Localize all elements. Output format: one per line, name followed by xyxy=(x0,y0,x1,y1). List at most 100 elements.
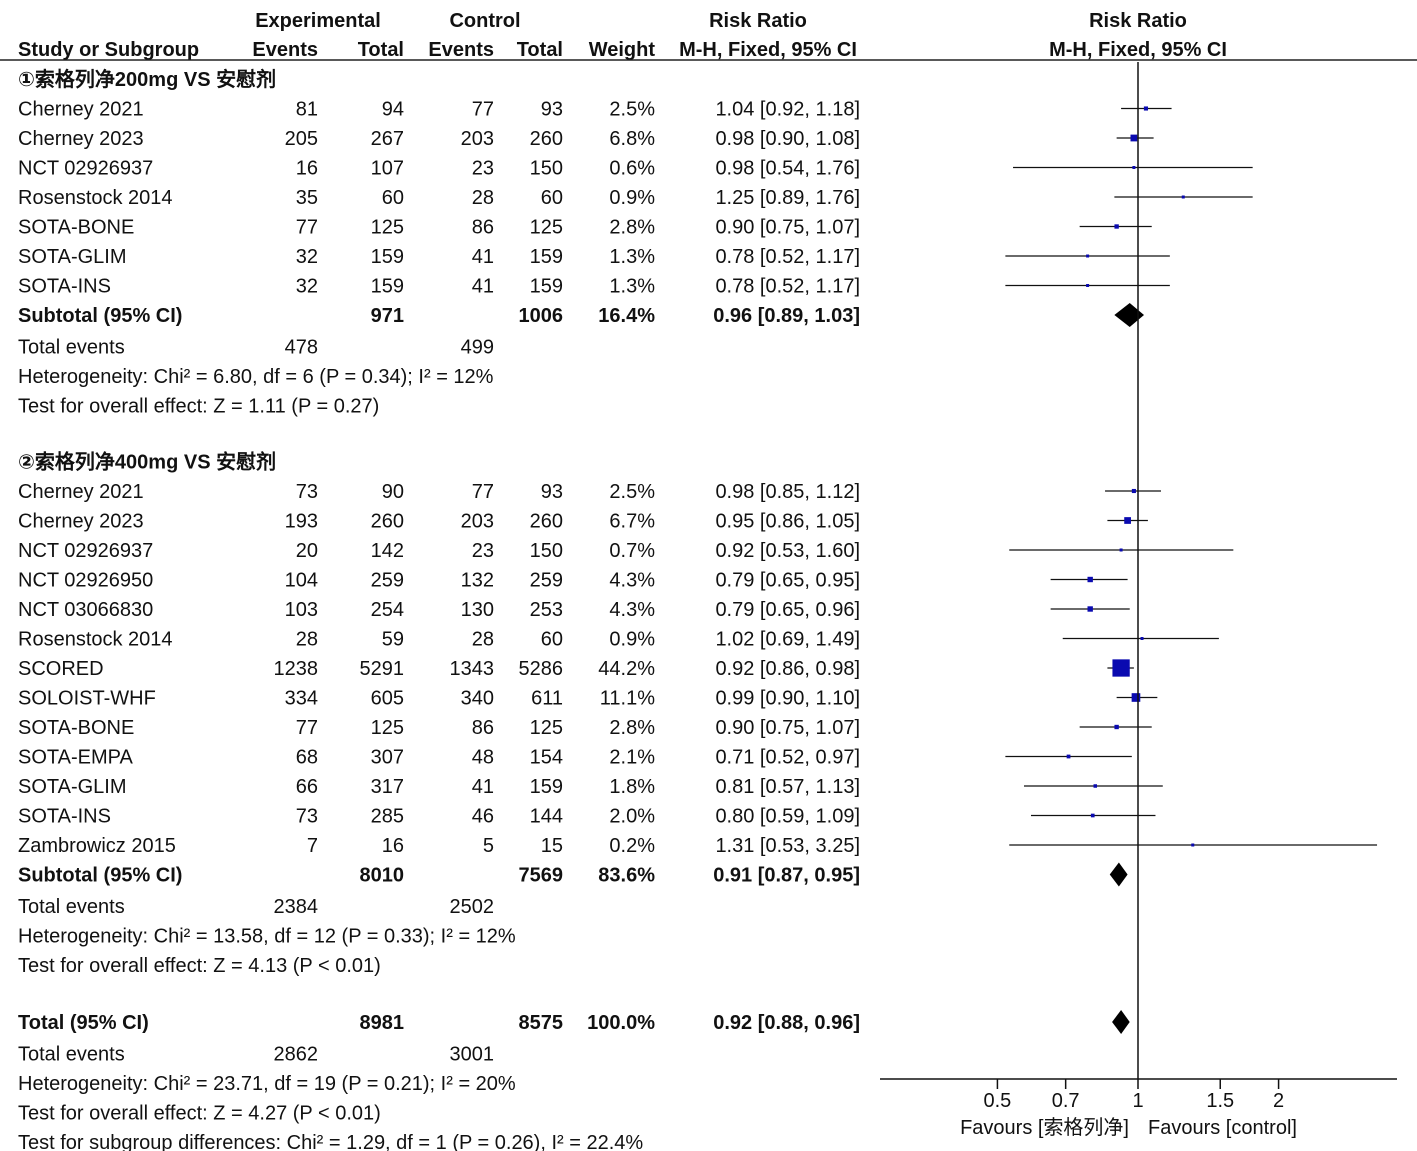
study-name: NCT 02926950 xyxy=(18,570,153,592)
table-row: SOTA-GLIM 66 317 41 159 1.8% 0.81 [0.57, 1.13] xyxy=(18,776,860,798)
risk-ratio-ci: 0.98 [0.85, 1.12] xyxy=(715,481,860,503)
ctl-events: 28 xyxy=(472,187,494,209)
total-events-ctl: 499 xyxy=(461,337,494,359)
effect-square xyxy=(1090,813,1095,818)
total-events-row: Total events 478 499 xyxy=(18,337,494,359)
exp-total: 259 xyxy=(371,570,404,592)
exp-total: 125 xyxy=(371,717,404,739)
ctl-total: 60 xyxy=(541,187,563,209)
exp-total: 260 xyxy=(371,511,404,533)
exp-events: 35 xyxy=(296,187,318,209)
effect-square xyxy=(1143,106,1149,111)
exp-events: 20 xyxy=(296,540,318,562)
subtotal-diamond xyxy=(1109,862,1128,887)
header-control: Control xyxy=(449,10,520,32)
subtotal-weight: 83.6% xyxy=(598,865,655,887)
table-row: SOTA-INS 73 285 46 144 2.0% 0.80 [0.59, 1.09] xyxy=(18,806,860,828)
study-name: Cherney 2023 xyxy=(18,128,144,150)
subtotal-row: Subtotal (95% CI) 8010 7569 83.6% 0.91 [0.87… xyxy=(18,865,860,887)
weight: 44.2% xyxy=(598,658,655,680)
x-tick-label: 0.7 xyxy=(1052,1090,1080,1112)
ctl-total: 15 xyxy=(541,835,563,857)
study-name: SOTA-EMPA xyxy=(18,747,133,769)
exp-total: 605 xyxy=(371,688,404,710)
x-tick-label: 2 xyxy=(1273,1090,1284,1112)
x-tick-label: 1.5 xyxy=(1206,1090,1234,1112)
effect-square xyxy=(1124,517,1131,524)
subtotal-ci: 0.91 [0.87, 0.95] xyxy=(713,865,860,887)
header-experimental: Experimental xyxy=(255,10,381,32)
study-name: NCT 02926937 xyxy=(18,540,153,562)
subtotal-exp-total: 971 xyxy=(371,305,404,327)
effect-square xyxy=(1087,576,1093,583)
risk-ratio-ci: 0.95 [0.86, 1.05] xyxy=(715,511,860,533)
weight: 1.3% xyxy=(609,276,655,298)
weight: 2.8% xyxy=(609,717,655,739)
header-exp-events: Events xyxy=(252,39,318,61)
ctl-events: 340 xyxy=(461,688,494,710)
exp-total: 107 xyxy=(371,158,404,180)
total-events-label: Total events xyxy=(18,1044,125,1066)
ctl-events: 41 xyxy=(472,776,494,798)
exp-events: 104 xyxy=(285,570,318,592)
ctl-total: 260 xyxy=(530,511,563,533)
table-row: SOTA-BONE 77 125 86 125 2.8% 0.90 [0.75, 1.07] xyxy=(18,717,860,739)
total-events-row: Total events 2862 3001 xyxy=(18,1044,494,1066)
table-row: NCT 02926950 104 259 132 259 4.3% 0.79 [0.65, … xyxy=(18,570,860,592)
ctl-events: 203 xyxy=(461,128,494,150)
study-name: SOLOIST-WHF xyxy=(18,688,156,710)
total-exp-total: 8981 xyxy=(360,1012,405,1034)
risk-ratio-ci: 1.04 [0.92, 1.18] xyxy=(715,99,860,121)
weight: 6.7% xyxy=(609,511,655,533)
table-row: Cherney 2021 73 90 77 93 2.5% 0.98 [0.85, 1.12… xyxy=(18,481,860,503)
table-row: SOTA-EMPA 68 307 48 154 2.1% 0.71 [0.52, 0.97] xyxy=(18,747,860,769)
exp-total: 159 xyxy=(371,276,404,298)
risk-ratio-ci: 0.79 [0.65, 0.95] xyxy=(715,570,860,592)
effect-square xyxy=(1132,166,1136,169)
header-ctl-events: Events xyxy=(428,39,494,61)
table-row: SOTA-INS 32 159 41 159 1.3% 0.78 [0.52, 1.17] xyxy=(18,276,860,298)
total-events-exp: 478 xyxy=(285,337,318,359)
ctl-total: 154 xyxy=(530,747,563,769)
risk-ratio-ci: 0.78 [0.52, 1.17] xyxy=(715,246,860,268)
ctl-events: 86 xyxy=(472,217,494,239)
exp-events: 77 xyxy=(296,717,318,739)
ctl-total: 253 xyxy=(530,599,563,621)
exp-total: 60 xyxy=(382,187,404,209)
subgroup-title: ②索格列净400mg VS 安慰剂 xyxy=(18,450,276,474)
risk-ratio-ci: 0.71 [0.52, 0.97] xyxy=(715,747,860,769)
effect-square xyxy=(1112,659,1130,677)
heterogeneity-text: Heterogeneity: Chi² = 13.58, df = 12 (P … xyxy=(18,926,516,948)
total-events-ctl: 2502 xyxy=(450,896,495,918)
exp-events: 28 xyxy=(296,629,318,651)
header-exp-total: Total xyxy=(358,39,404,61)
heterogeneity-text: Heterogeneity: Chi² = 6.80, df = 6 (P = … xyxy=(18,366,494,388)
total-ci: 0.92 [0.88, 0.96] xyxy=(713,1012,860,1034)
ctl-total: 150 xyxy=(530,158,563,180)
exp-events: 16 xyxy=(296,158,318,180)
table-body: ①索格列净200mg VS 安慰剂 Cherney 2021 81 94 77 93 2.5… xyxy=(18,67,860,1151)
x-tick-label: 1 xyxy=(1132,1090,1143,1112)
subtotal-ctl-total: 1006 xyxy=(519,305,564,327)
exp-total: 317 xyxy=(371,776,404,798)
header-study: Study or Subgroup xyxy=(18,39,199,61)
exp-events: 1238 xyxy=(274,658,319,680)
exp-events: 81 xyxy=(296,99,318,121)
total-ctl-total: 8575 xyxy=(519,1012,564,1034)
ctl-total: 159 xyxy=(530,276,563,298)
ctl-events: 46 xyxy=(472,806,494,828)
subtotal-row: Subtotal (95% CI) 971 1006 16.4% 0.96 [0.89,… xyxy=(18,305,860,327)
ctl-events: 48 xyxy=(472,747,494,769)
study-name: NCT 02926937 xyxy=(18,158,153,180)
ctl-events: 5 xyxy=(483,835,494,857)
ctl-total: 93 xyxy=(541,481,563,503)
effect-square xyxy=(1087,606,1093,612)
subtotal-label: Subtotal (95% CI) xyxy=(18,305,182,327)
exp-total: 5291 xyxy=(360,658,405,680)
subtotal-ci: 0.96 [0.89, 1.03] xyxy=(713,305,860,327)
exp-events: 205 xyxy=(285,128,318,150)
exp-total: 90 xyxy=(382,481,404,503)
table-row: SOTA-GLIM 32 159 41 159 1.3% 0.78 [0.52, 1.17] xyxy=(18,246,860,268)
table-row: NCT 02926937 20 142 23 150 0.7% 0.92 [0.53, 1.… xyxy=(18,540,860,562)
effect-square xyxy=(1119,548,1123,552)
